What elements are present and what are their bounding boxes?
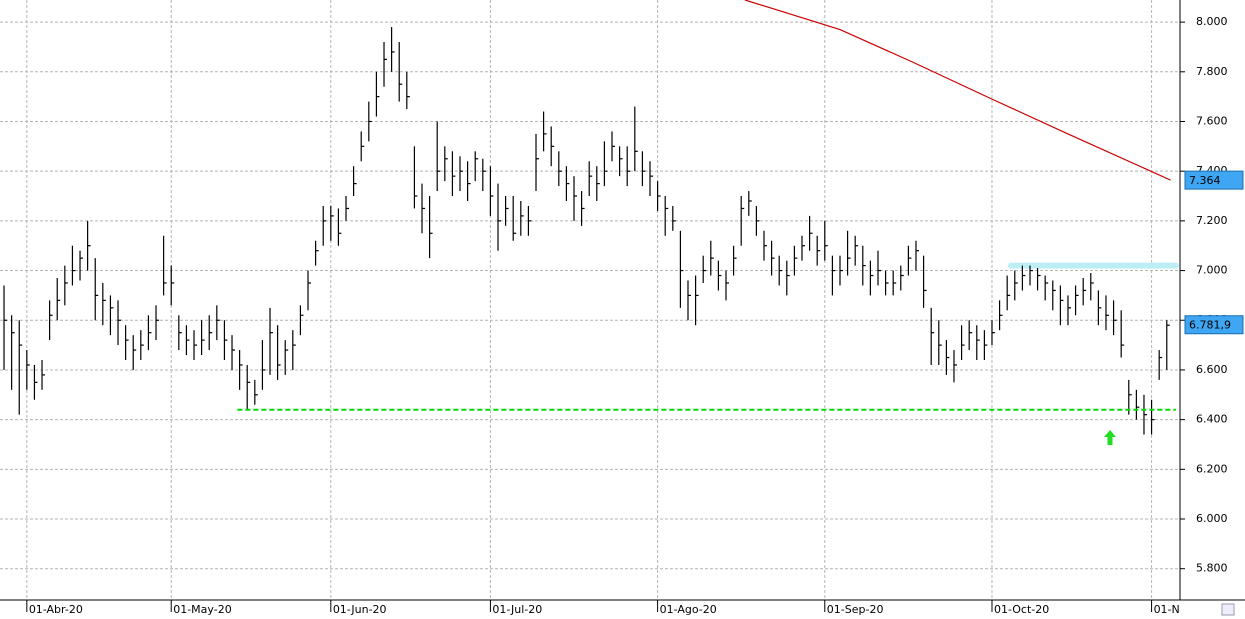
price-tag	[1184, 315, 1244, 335]
arrow-up	[1104, 430, 1116, 445]
y-tick-label: 6.600	[1196, 363, 1228, 376]
x-tick-label: 01-Oct-20	[994, 603, 1049, 616]
y-tick-label: 7.000	[1196, 264, 1228, 277]
x-tick-label: 01-May-20	[173, 603, 231, 616]
axes: 5.8006.0006.2006.4006.6006.8007.0007.200…	[26, 15, 1244, 616]
x-tick-label: 01-Jul-20	[492, 603, 542, 616]
x-tick-label: 01-Abr-20	[29, 603, 83, 616]
x-tick-label: 01-Ago-20	[660, 603, 717, 616]
moving-average	[744, 0, 1171, 181]
y-tick-label: 7.800	[1196, 65, 1228, 78]
price-tag	[1184, 170, 1244, 190]
icon	[1221, 603, 1235, 616]
y-tick-label: 6.400	[1196, 413, 1228, 426]
x-tick-label: 01-Sep-20	[827, 603, 884, 616]
plot	[3, 0, 1179, 435]
y-tick-label: 6.200	[1196, 462, 1228, 475]
x-tick-label: 01-Nov-20	[1154, 603, 1211, 616]
y-tick-label: 6.000	[1196, 512, 1228, 525]
y-tick-label: 7.200	[1196, 214, 1228, 227]
y-tick-label: 5.800	[1196, 562, 1228, 575]
y-tick-label: 8.000	[1196, 15, 1228, 28]
price-tag-label: 6.781,9	[1189, 319, 1231, 332]
price-tag-label: 7.364	[1189, 174, 1221, 187]
y-tick-label: 7.600	[1196, 114, 1228, 127]
grid	[0, 0, 1180, 600]
x-tick-label: 01-Jun-20	[333, 603, 387, 616]
